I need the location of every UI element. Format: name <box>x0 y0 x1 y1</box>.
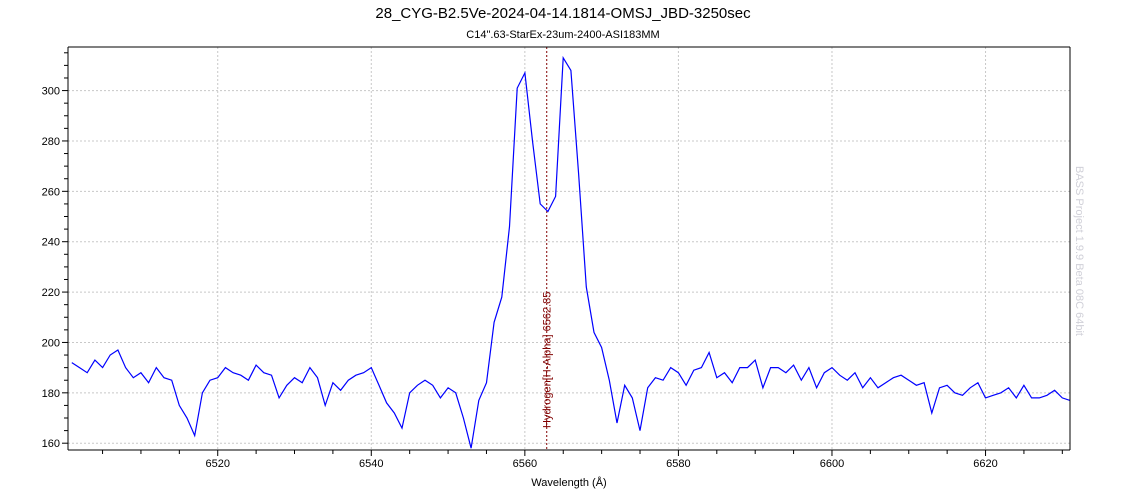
chart-subtitle: C14".63-StarEx-23um-2400-ASI183MM <box>466 29 660 41</box>
y-tick-label: 160 <box>42 438 60 450</box>
y-tick-label: 300 <box>42 86 60 98</box>
spectrum-line <box>71 55 1071 449</box>
x-tick-label: 6580 <box>666 458 690 470</box>
x-tick-label: 6520 <box>205 458 229 470</box>
x-tick-label: 6560 <box>513 458 537 470</box>
y-tick-label: 180 <box>42 388 60 400</box>
y-tick-label: 280 <box>42 136 60 148</box>
chart-title: 28_CYG-B2.5Ve-2024-04-14.1814-OMSJ_JBD-3… <box>375 5 751 22</box>
halpha-marker-label: Hydrogen[H-Alpha] 6562.85 <box>542 292 554 428</box>
y-tick-label: 220 <box>42 287 60 299</box>
watermark: BASS Project 1.9.9 Beta 08C 64bit <box>1073 166 1085 336</box>
x-tick-label: 6540 <box>359 458 383 470</box>
y-tick-label: 260 <box>42 186 60 198</box>
y-tick-label: 200 <box>42 337 60 349</box>
y-tick-label: 240 <box>42 237 60 249</box>
x-tick-label: 6600 <box>820 458 844 470</box>
x-tick-label: 6620 <box>973 458 997 470</box>
x-axis-label: Wavelength (Å) <box>531 476 606 489</box>
